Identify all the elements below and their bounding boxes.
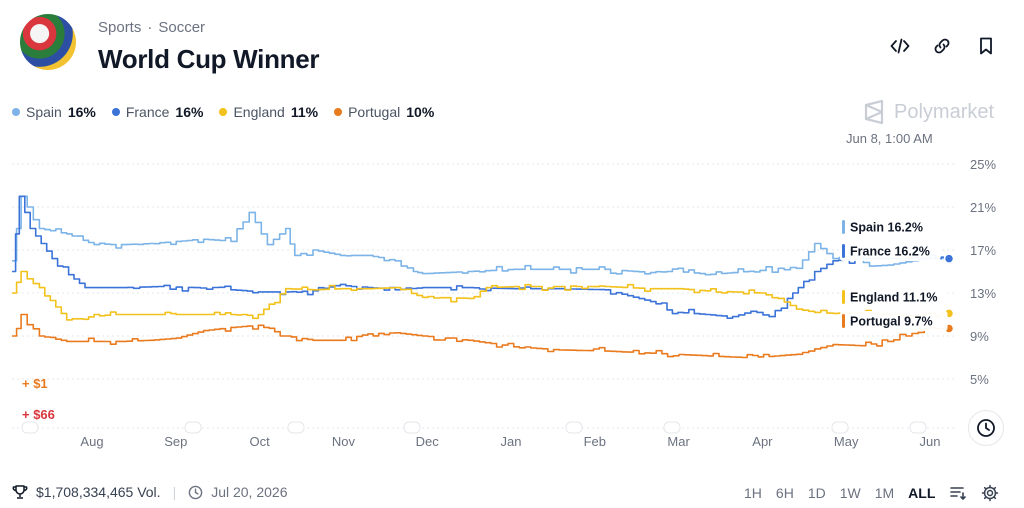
event-marker	[403, 421, 421, 434]
legend-value: 10%	[406, 104, 435, 120]
x-tick-label: Sep	[164, 434, 187, 449]
range-1w[interactable]: 1W	[839, 485, 861, 501]
end-label-portugal: Portugal 9.7%	[840, 311, 948, 331]
series-line-england	[12, 270, 947, 321]
legend-swatch-france	[111, 108, 120, 116]
legend-item-portugal[interactable]: Portugal 10%	[334, 104, 434, 120]
history-clock-button[interactable]	[968, 410, 1004, 446]
polymarket-brand: Polymarket	[864, 100, 994, 124]
range-1m[interactable]: 1M	[874, 485, 895, 501]
x-tick-label: Feb	[584, 434, 606, 449]
x-tick-label: Nov	[332, 434, 356, 449]
breadcrumb: Sports · Soccer	[98, 19, 206, 36]
y-tick-label: 13%	[970, 286, 996, 301]
end-label-england: England 11.1%	[840, 287, 948, 307]
chart-timestamp: Jun 8, 1:00 AM	[846, 131, 933, 146]
legend-value: 16%	[175, 104, 204, 120]
settings-gear-icon[interactable]	[981, 484, 999, 502]
event-marker	[565, 421, 583, 434]
range-1h[interactable]: 1H	[744, 485, 762, 501]
range-1d[interactable]: 1D	[807, 485, 826, 501]
event-marker	[909, 421, 927, 434]
page-title: World Cup Winner	[98, 44, 320, 74]
end-label-spain: Spain 16.2%	[840, 217, 934, 237]
legend-item-england[interactable]: England 11%	[219, 104, 318, 120]
list-filter-icon[interactable]	[949, 484, 967, 502]
x-tick-label: Aug	[80, 434, 103, 449]
market-logo	[20, 14, 76, 70]
x-tick-label: Mar	[667, 434, 690, 449]
chart-lines	[12, 195, 955, 359]
legend-name: Spain	[26, 104, 62, 120]
clock-icon	[977, 419, 995, 437]
event-marker	[831, 421, 849, 434]
brand-name: Polymarket	[894, 100, 995, 123]
chart-legend: Spain 16% France 16% England 11% Portuga…	[12, 104, 434, 120]
y-tick-label: 5%	[970, 372, 989, 387]
event-marker	[287, 421, 305, 434]
series-line-spain	[12, 195, 947, 276]
x-tick-label: Apr	[752, 434, 773, 449]
x-tick-label: Jun	[920, 434, 941, 449]
legend-item-france[interactable]: France 16%	[111, 104, 204, 120]
code-icon[interactable]	[888, 34, 912, 58]
event-marker	[21, 421, 39, 434]
range-all[interactable]: ALL	[908, 485, 936, 501]
trade-marker-1: + $1	[22, 376, 48, 391]
trade-marker-2: + $66	[22, 407, 55, 422]
series-line-portugal	[12, 313, 947, 359]
breadcrumb-soccer[interactable]: Soccer	[158, 19, 206, 36]
clock-icon	[188, 485, 203, 499]
y-tick-label: 25%	[970, 157, 996, 172]
market-footer: $1,708,334,465 Vol. | Jul 20, 2026	[12, 484, 288, 500]
x-tick-label: May	[834, 434, 859, 449]
x-tick-label: Jan	[501, 434, 522, 449]
legend-item-spain[interactable]: Spain 16%	[12, 104, 96, 120]
breadcrumb-sports[interactable]: Sports	[98, 19, 142, 36]
end-label-text: Portugal 9.7%	[850, 315, 933, 329]
event-marker	[184, 421, 202, 434]
chart-grid	[12, 163, 955, 429]
y-tick-label: 17%	[970, 243, 996, 258]
series-end-labels: Spain 16.2% France 16.2% England 11.1% Port…	[840, 217, 948, 331]
bookmark-icon[interactable]	[974, 34, 998, 58]
series-end-dot-france	[943, 253, 955, 264]
end-label-text: England 11.1%	[850, 291, 938, 305]
legend-name: Portugal	[348, 104, 401, 120]
legend-name: England	[233, 104, 285, 120]
y-axis: 25% 21% 17% 13% 9% 5%	[970, 157, 996, 387]
x-axis: Aug Sep Oct Nov Dec Jan Feb Mar Apr May Jun	[21, 421, 941, 449]
polymarket-logo-icon	[864, 100, 884, 124]
end-label-text: France 16.2%	[850, 245, 930, 259]
end-date-text: Jul 20, 2026	[211, 484, 288, 500]
x-tick-label: Oct	[249, 434, 270, 449]
volume-text: $1,708,334,465 Vol.	[36, 484, 161, 500]
legend-swatch-portugal	[334, 108, 343, 116]
range-6h[interactable]: 6H	[775, 485, 794, 501]
event-marker	[663, 421, 681, 434]
trophy-icon	[12, 485, 28, 499]
series-line-france	[12, 195, 948, 319]
legend-name: France	[125, 104, 170, 120]
end-label-text: Spain 16.2%	[850, 221, 923, 235]
legend-swatch-spain	[12, 108, 20, 116]
x-tick-label: Dec	[416, 434, 440, 449]
end-label-france: France 16.2%	[840, 241, 941, 261]
y-tick-label: 9%	[970, 329, 989, 344]
y-tick-label: 21%	[970, 200, 996, 215]
time-range-selector: 1H 6H 1D 1W 1M ALL	[744, 484, 999, 502]
legend-swatch-england	[219, 108, 228, 116]
price-chart[interactable]: 25% 21% 17% 13% 9% 5% Aug Sep Oct Nov Dec Jan Feb Ma…	[0, 150, 1024, 460]
link-icon[interactable]	[930, 34, 954, 58]
legend-value: 11%	[290, 104, 319, 120]
legend-value: 16%	[67, 104, 96, 120]
